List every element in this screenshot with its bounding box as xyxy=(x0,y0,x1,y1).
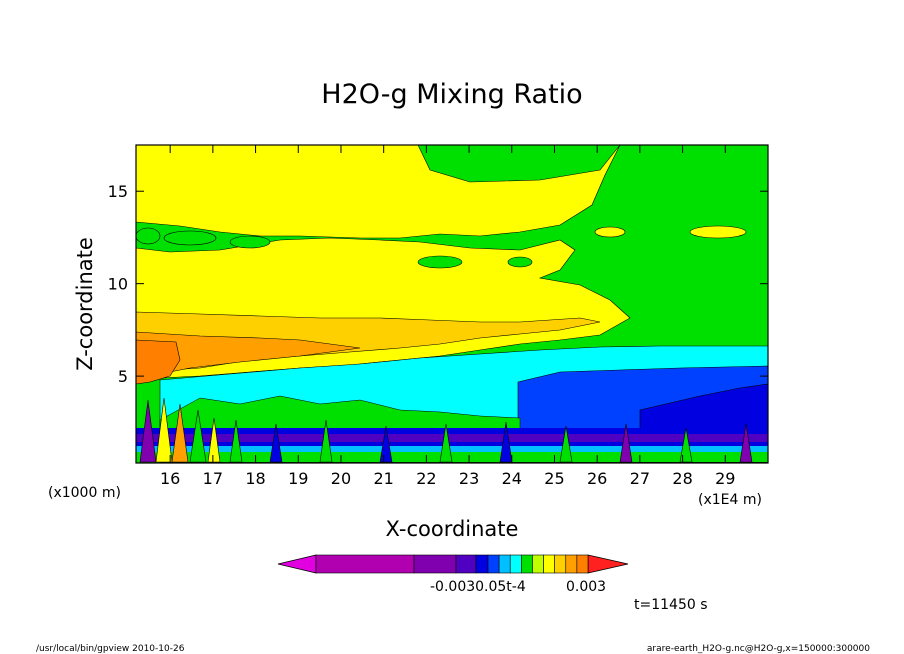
colorbar-segment xyxy=(532,554,544,574)
colorbar-segment xyxy=(521,554,533,574)
colorbar-segment xyxy=(413,554,457,574)
colorbar-segment xyxy=(543,554,555,574)
x-axis-label: X-coordinate xyxy=(386,517,519,541)
colorbar-extend-max xyxy=(587,554,629,574)
contour-surface-band-4 xyxy=(136,452,768,462)
x-tick-label: 23 xyxy=(459,469,479,488)
y-tick-label: 5 xyxy=(118,367,128,386)
colorbar-segment xyxy=(576,554,589,574)
y-tick-label: 10 xyxy=(108,275,128,294)
x-tick-label: 26 xyxy=(587,469,607,488)
x-tick-label: 18 xyxy=(245,469,265,488)
contour-pocket xyxy=(163,230,217,246)
chart-title: H2O-g Mixing Ratio xyxy=(321,79,582,110)
contour-pocket xyxy=(594,226,626,238)
colorbar-segment xyxy=(554,554,567,574)
y-axis: 5 10 15 xyxy=(108,182,768,386)
x-tick-label: 22 xyxy=(416,469,436,488)
x-tick-label: 19 xyxy=(288,469,308,488)
x-tick-label: 21 xyxy=(373,469,393,488)
time-annotation: t=11450 s xyxy=(634,597,708,613)
x-tick-label: 29 xyxy=(715,469,735,488)
colorbar-segment xyxy=(315,554,415,574)
x-tick-label: 16 xyxy=(160,469,180,488)
x-tick-label: 17 xyxy=(203,469,223,488)
footer-right: arare-earth_H2O-g.nc@H2O-g,x=150000:3000… xyxy=(647,644,870,654)
colorbar-tick-labels: -0.0030.05t-4 xyxy=(430,579,526,595)
x-tick-label: 25 xyxy=(544,469,564,488)
contour-pocket xyxy=(689,225,747,239)
colorbar-extend-min xyxy=(277,554,317,574)
colorbar xyxy=(277,554,629,574)
colorbar-segment xyxy=(565,554,578,574)
x-unit-label: (x1E4 m) xyxy=(698,492,762,508)
y-axis-label: Z-coordinate xyxy=(73,237,97,371)
colorbar-tick-max: 0.003 xyxy=(566,579,606,595)
contour-surface-band-2 xyxy=(136,434,768,442)
colorbar-segment xyxy=(487,554,500,574)
colorbar-segment xyxy=(475,554,489,574)
plot-frame xyxy=(135,144,769,464)
y-tick-label: 15 xyxy=(108,182,128,201)
x-tick-label: 24 xyxy=(502,469,522,488)
contour-region-yellow xyxy=(135,144,768,239)
x-tick-label: 27 xyxy=(630,469,650,488)
x-tick-label: 20 xyxy=(331,469,351,488)
contour-surface-band-3 xyxy=(136,446,768,454)
contour-pocket xyxy=(135,227,161,245)
colorbar-segment xyxy=(498,554,511,574)
x-axis: 16 17 18 19 20 21 22 23 24 25 26 27 28 29 xyxy=(160,145,735,488)
x-tick-label: 28 xyxy=(672,469,692,488)
colorbar-segment xyxy=(455,554,477,574)
contour-pocket xyxy=(507,256,533,268)
contour-pocket xyxy=(417,255,463,269)
y-unit-label: (x1000 m) xyxy=(48,485,121,501)
contour-pocket xyxy=(229,235,271,249)
footer-left: /usr/local/bin/gpview 2010-10-26 xyxy=(36,644,185,654)
colorbar-segment xyxy=(509,554,522,574)
plot-area xyxy=(135,144,769,464)
convective-spikes xyxy=(139,397,753,463)
